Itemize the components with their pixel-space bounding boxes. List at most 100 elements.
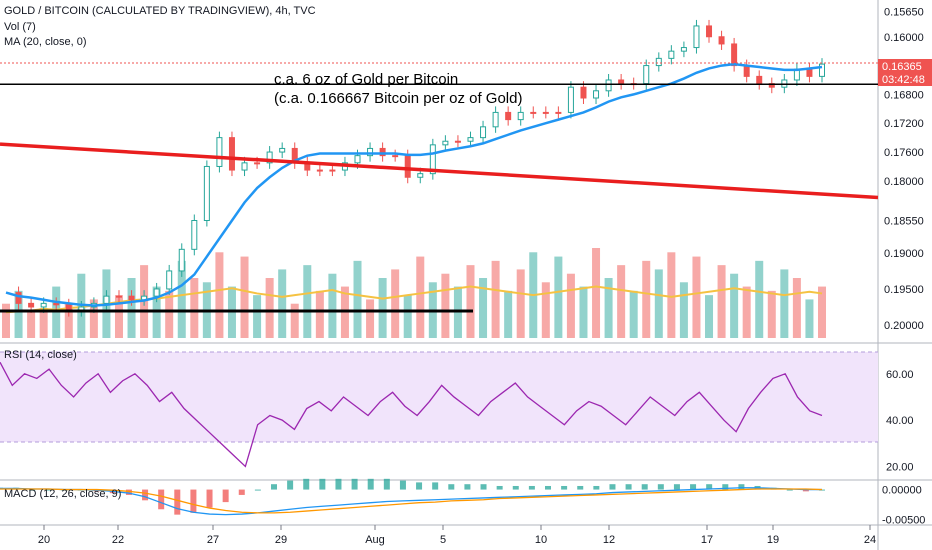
macd-histogram-bar bbox=[706, 484, 713, 490]
candle-body bbox=[593, 90, 600, 99]
rsi-tick-label: 40.00 bbox=[886, 415, 914, 427]
candle-body bbox=[480, 126, 487, 139]
candle-body bbox=[178, 248, 185, 272]
candle-body bbox=[228, 137, 235, 171]
time-tick-label: 19 bbox=[767, 534, 779, 546]
volume-bar bbox=[215, 252, 224, 338]
volume-bar bbox=[441, 273, 450, 338]
candle-body bbox=[819, 63, 825, 77]
time-tick-label: 5 bbox=[440, 534, 446, 546]
chart-title: GOLD / BITCOIN (CALCULATED BY TRADINGVIE… bbox=[4, 5, 316, 17]
annotation-line-1[interactable]: c.a. 6 oz of Gold per Bitcoin bbox=[274, 71, 458, 88]
volume-bar bbox=[491, 260, 500, 338]
volume-bar bbox=[190, 278, 199, 338]
candle-body bbox=[718, 36, 725, 45]
candle-body bbox=[756, 75, 763, 85]
volume-bar bbox=[366, 299, 375, 338]
volume-bar bbox=[378, 278, 387, 338]
volume-bar bbox=[39, 308, 48, 338]
candle-body bbox=[806, 68, 813, 77]
macd-histogram-bar bbox=[545, 485, 551, 490]
last-price-label: 0.16365 bbox=[882, 61, 922, 73]
macd-histogram-bar bbox=[416, 482, 423, 490]
candle-body bbox=[28, 302, 35, 308]
volume-bar bbox=[27, 312, 36, 338]
candle-body bbox=[555, 111, 562, 114]
candle-body bbox=[618, 79, 625, 85]
red-trendline[interactable] bbox=[0, 142, 879, 200]
last-price-badge bbox=[878, 59, 932, 73]
macd-line bbox=[0, 487, 822, 516]
candle-body bbox=[216, 137, 223, 167]
macd-histogram-bar bbox=[351, 478, 358, 490]
macd-histogram-bar bbox=[577, 485, 584, 490]
candle-body bbox=[115, 295, 122, 298]
macd-histogram-bar bbox=[29, 489, 36, 491]
signal-line bbox=[0, 488, 823, 514]
volume-bar bbox=[403, 295, 412, 338]
macd-histogram-bar bbox=[657, 484, 664, 490]
macd-histogram-bar bbox=[399, 480, 406, 490]
macd-histogram-bar bbox=[593, 485, 600, 490]
rsi-tick-label: 60.00 bbox=[886, 369, 914, 381]
candle-body bbox=[128, 295, 135, 301]
macd-histogram-bar bbox=[738, 484, 745, 490]
macd-histogram-bar bbox=[641, 484, 648, 490]
candle-body bbox=[580, 86, 587, 99]
rsi-axis: 60.00 40.00 20.00 bbox=[886, 369, 914, 474]
candle-body bbox=[655, 57, 662, 67]
macd-histogram-bar bbox=[174, 489, 181, 515]
candle-body bbox=[743, 65, 750, 77]
macd-histogram-bar bbox=[561, 485, 568, 490]
volume-bar bbox=[717, 265, 726, 338]
candle-body bbox=[442, 140, 449, 146]
candle-body bbox=[203, 165, 210, 222]
time-tick-label: 24 bbox=[864, 534, 876, 546]
legend-ma: MA (20, close, 0) bbox=[4, 36, 87, 48]
macd-histogram-bar bbox=[432, 482, 439, 490]
volume-bar bbox=[303, 265, 312, 338]
macd-histogram-bar bbox=[496, 485, 503, 490]
candle-body bbox=[454, 140, 461, 143]
annotation-line-2[interactable]: (c.a. 0.166667 Bitcoin per oz of Gold) bbox=[274, 90, 522, 107]
volume-bar bbox=[290, 303, 299, 338]
volume-bar bbox=[516, 269, 525, 338]
volume-bar bbox=[692, 256, 701, 338]
macd-histogram-bar bbox=[625, 484, 632, 490]
candle-body bbox=[40, 302, 47, 308]
macd-histogram-bar bbox=[287, 480, 294, 490]
candle-body bbox=[153, 288, 160, 297]
volume-bar bbox=[504, 290, 513, 338]
price-tick-label: 0.19000 bbox=[884, 248, 924, 260]
price-tick-label: 0.15650 bbox=[884, 7, 924, 19]
macd-histogram-bar bbox=[464, 484, 471, 490]
volume-bar bbox=[629, 290, 638, 338]
candle-body bbox=[668, 50, 675, 59]
price-tick-label: 0.16000 bbox=[884, 32, 924, 44]
candle-body bbox=[103, 295, 110, 304]
macd-histogram bbox=[0, 478, 825, 515]
candle-body bbox=[492, 111, 499, 128]
volume-bar bbox=[642, 260, 651, 338]
macd-histogram-bar bbox=[45, 489, 52, 491]
candle-body bbox=[530, 111, 537, 114]
macd-histogram-bar bbox=[609, 484, 616, 490]
macd-histogram-bar bbox=[319, 478, 326, 490]
candle-body bbox=[191, 220, 198, 250]
time-tick-label: 10 bbox=[535, 534, 547, 546]
macd-histogram-bar bbox=[335, 478, 342, 490]
candle-body bbox=[379, 147, 386, 157]
candle-body bbox=[643, 65, 650, 85]
legend-vol: Vol (7) bbox=[4, 21, 36, 33]
volume-bar bbox=[654, 269, 663, 338]
candle-body bbox=[316, 169, 323, 172]
time-tick-label: 17 bbox=[701, 534, 713, 546]
volume-bar bbox=[554, 256, 563, 338]
macd-histogram-bar bbox=[673, 484, 680, 490]
candle-body bbox=[266, 151, 273, 164]
time-tick-label: 22 bbox=[112, 534, 124, 546]
candle-body bbox=[15, 292, 22, 304]
macd-tick-label: 0.00000 bbox=[882, 485, 922, 497]
macd-histogram-bar bbox=[802, 489, 809, 492]
